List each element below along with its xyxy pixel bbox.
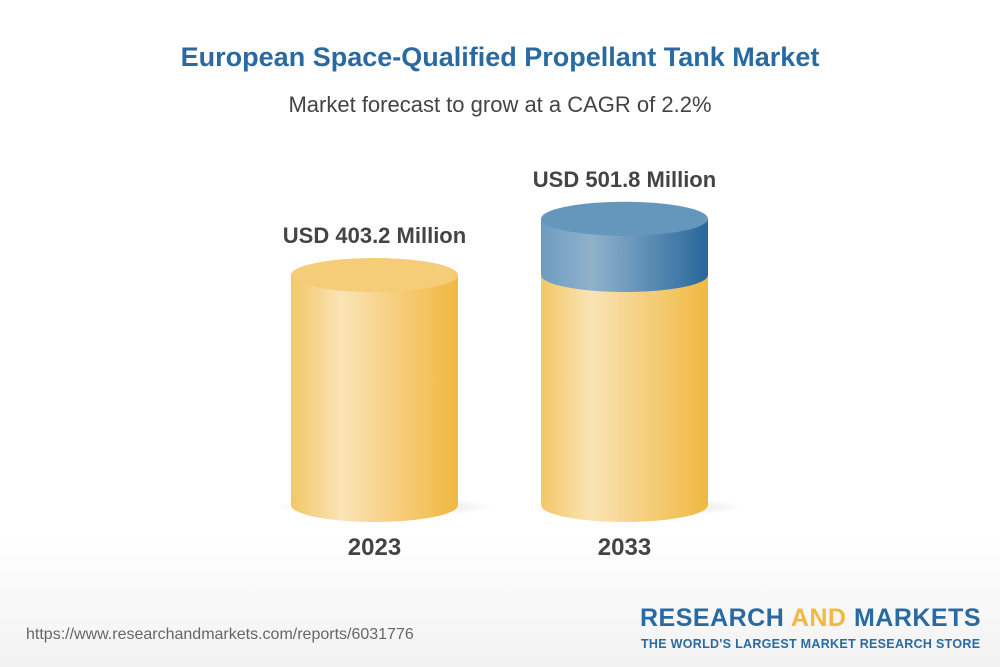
category-label: 2033 [598,534,651,561]
data-label: USD 403.2 Million [283,223,466,248]
category-label: 2023 [348,534,401,561]
bar-base-2023 [291,275,458,522]
logo: RESEARCH AND MARKETS [640,604,982,632]
bar-top-2033 [541,201,708,236]
data-label: USD 501.8 Million [533,167,716,192]
bar-base-2033 [541,275,708,522]
chart-subtitle: Market forecast to grow at a CAGR of 2.2… [288,92,712,117]
chart-title: European Space-Qualified Propellant Tank… [180,42,820,72]
bar-top-2023 [291,258,458,292]
source-url[interactable]: https://www.researchandmarkets.com/repor… [26,626,414,643]
logo-tagline: THE WORLD'S LARGEST MARKET RESEARCH STOR… [641,637,981,651]
bar-growth-2033 [541,218,708,292]
